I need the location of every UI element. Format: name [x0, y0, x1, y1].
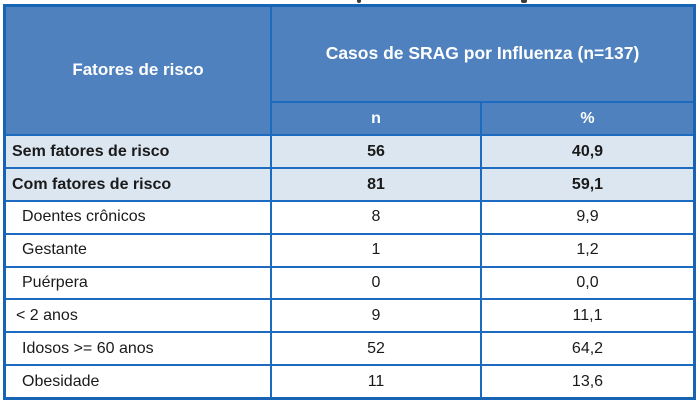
cell-pct-gestante: 1,2: [482, 234, 693, 266]
row-label-idosos: Idosos >= 60 anos: [6, 333, 270, 365]
cropped-caption-fragment: [357, 0, 361, 3]
row-label-com-fatores: Com fatores de risco: [6, 168, 270, 200]
cell-n-idosos: 52: [272, 333, 480, 365]
cell-pct-obesidade: 13,6: [482, 366, 693, 397]
cell-pct-doentes-cronicos: 9,9: [482, 201, 693, 233]
cell-pct-puerpera: 0,0: [482, 267, 693, 299]
column-group-header-srag-influenza: Casos de SRAG por Influenza (n=137): [272, 7, 693, 101]
cell-n-menor-2-anos: 9: [272, 300, 480, 332]
cell-pct-sem-fatores: 40,9: [482, 136, 693, 167]
column-header-risk-factors: Fatores de risco: [6, 7, 270, 134]
cell-pct-com-fatores: 59,1: [482, 168, 693, 200]
row-label-doentes-cronicos: Doentes crônicos: [6, 201, 270, 233]
row-label-sem-fatores: Sem fatores de risco: [6, 136, 270, 167]
row-label-obesidade: Obesidade: [6, 366, 270, 397]
row-label-gestante: Gestante: [6, 234, 270, 266]
row-label-puerpera: Puérpera: [6, 267, 270, 299]
column-header-percent: %: [482, 103, 693, 134]
cell-n-doentes-cronicos: 8: [272, 201, 480, 233]
risk-factors-table: Fatores de risco Casos de SRAG por Influ…: [3, 4, 696, 400]
cell-n-gestante: 1: [272, 234, 480, 266]
cell-n-puerpera: 0: [272, 267, 480, 299]
cell-n-sem-fatores: 56: [272, 136, 480, 167]
row-label-menor-2-anos: < 2 anos: [6, 300, 270, 332]
cell-pct-menor-2-anos: 11,1: [482, 300, 693, 332]
cell-n-com-fatores: 81: [272, 168, 480, 200]
column-header-n: n: [272, 103, 480, 134]
cell-n-obesidade: 11: [272, 366, 480, 397]
cropped-caption-fragment: [521, 0, 527, 3]
cell-pct-idosos: 64,2: [482, 333, 693, 365]
